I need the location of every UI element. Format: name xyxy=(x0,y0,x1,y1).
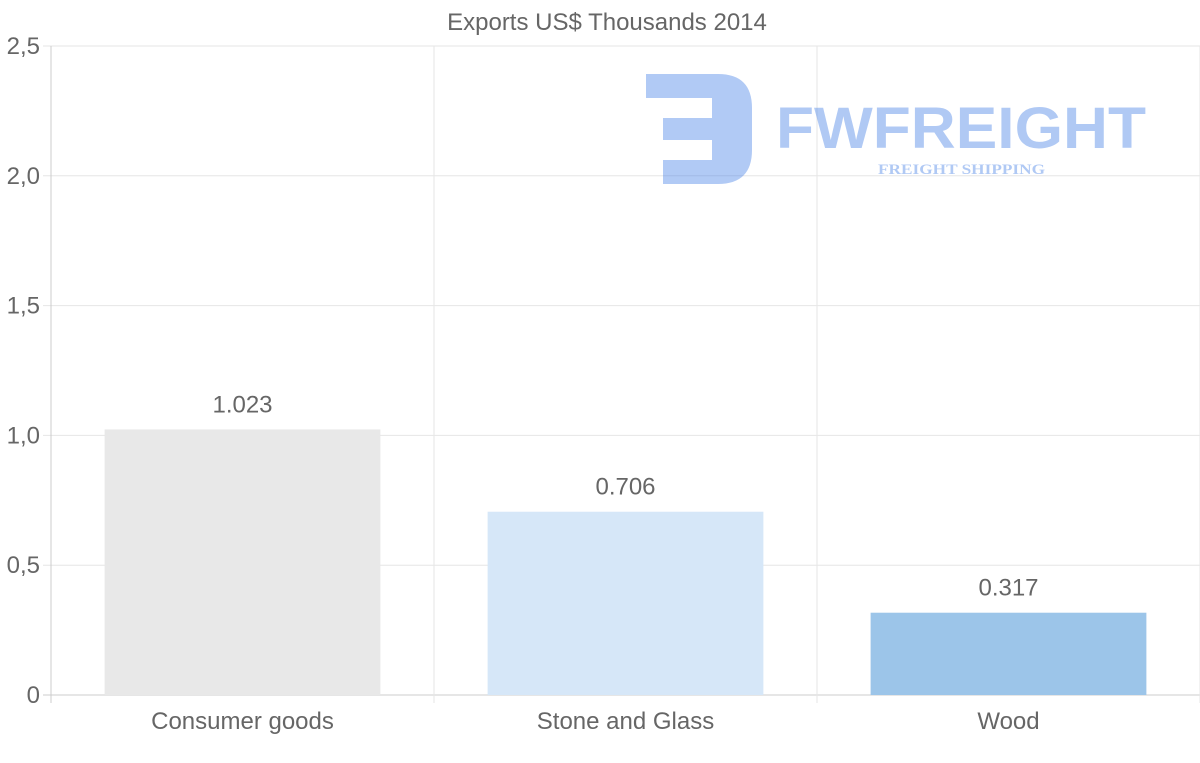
x-tick-label: Wood xyxy=(977,708,1039,735)
y-tick-label: 1,5 xyxy=(7,293,40,320)
watermark-brand: FWFREIGHT xyxy=(776,96,1146,161)
bar-value-label: 0.317 xyxy=(978,575,1038,602)
fwfreight-logo-mark-icon xyxy=(646,74,752,184)
y-tick-label: 1,0 xyxy=(7,422,40,449)
x-tick-label: Consumer goods xyxy=(151,708,334,735)
bars: 1.023 0.706 0.317 xyxy=(104,391,1147,695)
bar-value-label: 1.023 xyxy=(212,391,272,418)
y-tick-label: 2,0 xyxy=(7,163,40,190)
y-tick-label: 0,5 xyxy=(7,552,40,579)
bar xyxy=(487,511,764,695)
chart-title: Exports US$ Thousands 2014 xyxy=(447,9,767,36)
x-tick-label: Stone and Glass xyxy=(537,708,714,735)
x-axis: Consumer goods Stone and Glass Wood xyxy=(151,708,1040,735)
watermark-tagline: FREIGHT SHIPPING xyxy=(878,162,1045,178)
bar-value-label: 0.706 xyxy=(595,474,655,501)
y-tick-label: 0 xyxy=(27,682,40,709)
y-tick-label: 2,5 xyxy=(7,33,40,60)
bar xyxy=(870,612,1147,695)
fwfreight-watermark-logo: FWFREIGHT FREIGHT SHIPPING xyxy=(646,74,1146,184)
y-axis: 0 0,5 1,0 1,5 2,0 2,5 xyxy=(7,33,40,709)
bar xyxy=(104,429,381,695)
